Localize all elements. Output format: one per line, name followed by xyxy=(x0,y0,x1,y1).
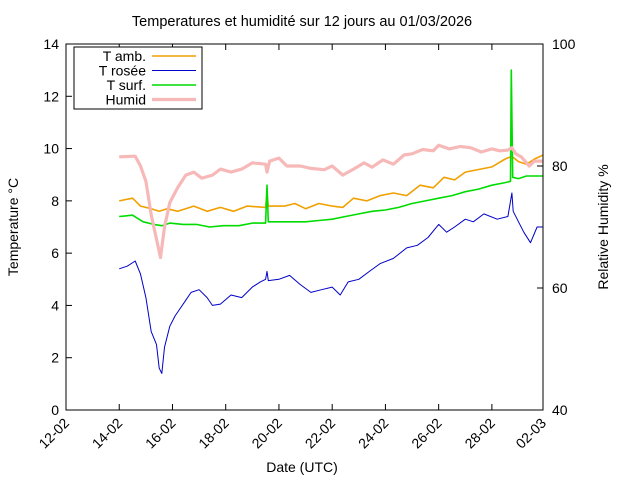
legend-label: T surf. xyxy=(107,77,146,93)
x-tick-label: 02-03 xyxy=(512,415,549,452)
y-tick-label: 10 xyxy=(43,141,59,157)
y-tick-label: 12 xyxy=(43,88,59,104)
y2-axis-label: Relative Humidity % xyxy=(595,164,611,289)
y-tick-label: 6 xyxy=(51,245,59,261)
legend-label: Humid xyxy=(106,92,146,108)
y2-tick-label: 80 xyxy=(552,158,568,174)
series-line-3 xyxy=(119,143,543,260)
x-tick-label: 18-02 xyxy=(195,415,232,452)
chart-title: Temperatures et humidité sur 12 jours au… xyxy=(132,14,472,30)
y-tick-label: 2 xyxy=(51,350,59,366)
series-line-2 xyxy=(119,69,543,228)
x-tick-label: 20-02 xyxy=(248,415,285,452)
legend-label: T amb. xyxy=(103,48,146,64)
y-tick-label: 4 xyxy=(51,297,59,313)
x-tick-label: 22-02 xyxy=(302,415,339,452)
y2-tick-label: 40 xyxy=(552,402,568,418)
series-group xyxy=(119,69,543,374)
series-line-1 xyxy=(119,192,543,374)
x-tick-label: 24-02 xyxy=(355,415,392,452)
x-axis-label: Date (UTC) xyxy=(266,459,338,475)
y2-tick-label: 60 xyxy=(552,280,568,296)
x-tick-label: 26-02 xyxy=(408,415,445,452)
x-tick-label: 12-02 xyxy=(35,415,72,452)
y-axis-label: Temperature °C xyxy=(5,178,21,276)
x-tick-label: 28-02 xyxy=(461,415,498,452)
y2-tick-label: 100 xyxy=(552,36,576,52)
y-tick-label: 0 xyxy=(51,402,59,418)
x-tick-label: 16-02 xyxy=(142,415,179,452)
y-tick-label: 8 xyxy=(51,193,59,209)
y-tick-label: 14 xyxy=(43,36,59,52)
x-tick-label: 14-02 xyxy=(89,415,126,452)
plot-frame xyxy=(65,43,544,411)
legend-label: T rosée xyxy=(99,63,146,79)
series-line-0 xyxy=(119,154,543,213)
